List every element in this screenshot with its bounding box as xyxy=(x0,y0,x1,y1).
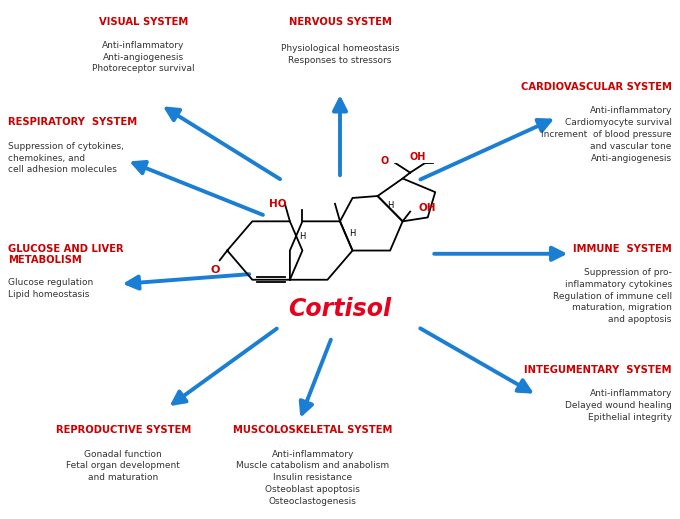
Text: Physiological homeostasis
Responses to stressors: Physiological homeostasis Responses to s… xyxy=(281,44,399,65)
Text: VISUAL SYSTEM: VISUAL SYSTEM xyxy=(99,17,188,26)
Text: REPRODUCTIVE SYSTEM: REPRODUCTIVE SYSTEM xyxy=(56,426,191,435)
Text: INTEGUMENTARY  SYSTEM: INTEGUMENTARY SYSTEM xyxy=(524,365,672,375)
Text: Anti-inflammatory
Delayed wound healing
Epithelial integrity: Anti-inflammatory Delayed wound healing … xyxy=(565,389,672,421)
Text: Gonadal function
Fetal organ development
and maturation: Gonadal function Fetal organ development… xyxy=(67,449,180,482)
Text: RESPIRATORY  SYSTEM: RESPIRATORY SYSTEM xyxy=(8,117,137,128)
Text: MUSCOLOSKELETAL SYSTEM: MUSCOLOSKELETAL SYSTEM xyxy=(233,426,392,435)
Text: IMMUNE  SYSTEM: IMMUNE SYSTEM xyxy=(573,244,672,254)
Text: Anti-inflammatory
Anti-angiogenesis
Photoreceptor survival: Anti-inflammatory Anti-angiogenesis Phot… xyxy=(92,41,195,73)
Text: Anti-inflammatory
Cardiomyocyte survival
Increment  of blood pressure
and vascul: Anti-inflammatory Cardiomyocyte survival… xyxy=(541,106,672,162)
Text: NERVOUS SYSTEM: NERVOUS SYSTEM xyxy=(288,17,392,26)
Text: Suppression of pro-
inflammatory cytokines
Regulation of immune cell
maturation,: Suppression of pro- inflammatory cytokin… xyxy=(553,268,672,324)
Text: GLUCOSE AND LIVER
METABOLISM: GLUCOSE AND LIVER METABOLISM xyxy=(8,244,124,265)
Text: CARDIOVASCULAR SYSTEM: CARDIOVASCULAR SYSTEM xyxy=(521,82,672,92)
Text: Glucose regulation
Lipid homeostasis: Glucose regulation Lipid homeostasis xyxy=(8,278,93,299)
Text: Suppression of cytokines,
chemokines, and
cell adhesion molecules: Suppression of cytokines, chemokines, an… xyxy=(8,142,124,174)
Text: Cortisol: Cortisol xyxy=(288,297,392,321)
Text: Anti-inflammatory
Muscle catabolism and anabolism
Insulin resistance
Osteoblast : Anti-inflammatory Muscle catabolism and … xyxy=(237,449,390,506)
